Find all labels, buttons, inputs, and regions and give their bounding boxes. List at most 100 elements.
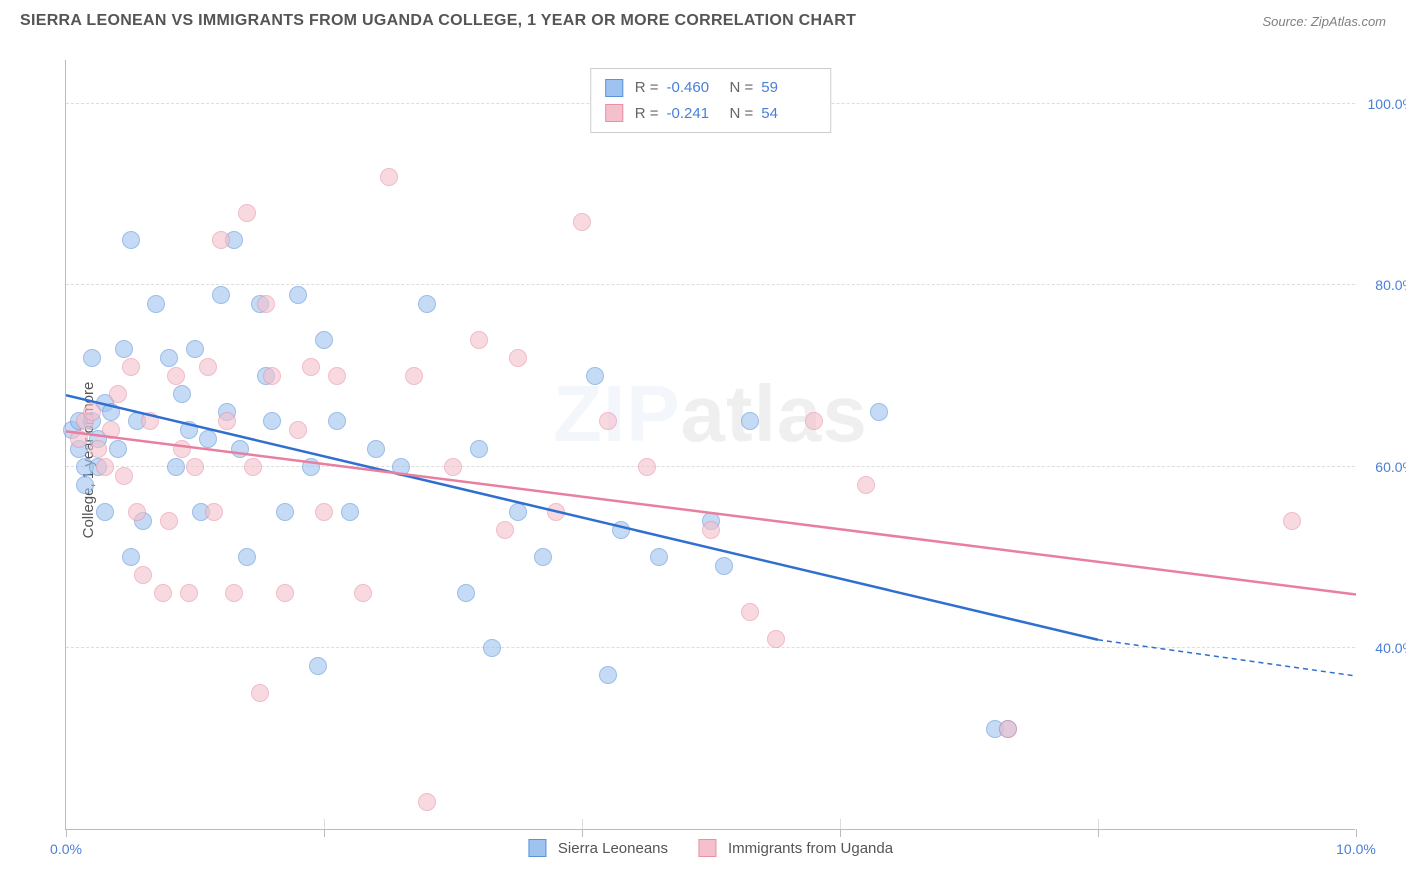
scatter-point <box>367 440 385 458</box>
scatter-point <box>470 440 488 458</box>
legend-swatch <box>528 839 546 857</box>
scatter-point <box>870 403 888 421</box>
n-label: N = <box>730 101 754 127</box>
scatter-point <box>586 367 604 385</box>
scatter-point <box>244 458 262 476</box>
scatter-point <box>141 412 159 430</box>
scatter-point <box>167 367 185 385</box>
scatter-point <box>238 548 256 566</box>
scatter-point <box>599 666 617 684</box>
legend-item: Immigrants from Uganda <box>698 839 893 857</box>
scatter-point <box>173 385 191 403</box>
scatter-point <box>225 584 243 602</box>
bottom-legend: Sierra Leoneans Immigrants from Uganda <box>528 839 893 857</box>
scatter-point <box>741 603 759 621</box>
scatter-point <box>702 521 720 539</box>
scatter-point <box>309 657 327 675</box>
scatter-point <box>315 331 333 349</box>
scatter-point <box>186 340 204 358</box>
scatter-point <box>534 548 552 566</box>
n-value: 59 <box>761 75 816 101</box>
x-tick <box>1356 829 1357 837</box>
stats-row: R = -0.241 N = 54 <box>605 101 817 127</box>
stats-legend: R = -0.460 N = 59R = -0.241 N = 54 <box>590 68 832 133</box>
r-label: R = <box>635 101 659 127</box>
scatter-point <box>128 503 146 521</box>
scatter-point <box>276 503 294 521</box>
scatter-point <box>102 403 120 421</box>
scatter-point <box>509 349 527 367</box>
y-tick-label: 100.0% <box>1368 96 1406 112</box>
scatter-point <box>302 458 320 476</box>
scatter-point <box>83 403 101 421</box>
scatter-point <box>122 548 140 566</box>
y-tick-label: 80.0% <box>1375 277 1406 293</box>
scatter-point <box>186 458 204 476</box>
scatter-point <box>115 340 133 358</box>
scatter-point <box>180 584 198 602</box>
x-tick <box>840 829 841 837</box>
stats-row: R =-0.460N =59 <box>605 75 817 101</box>
scatter-point <box>199 358 217 376</box>
scatter-point <box>547 503 565 521</box>
legend-swatch <box>698 839 716 857</box>
gridline-vertical <box>1098 819 1099 829</box>
x-tick <box>1098 829 1099 837</box>
scatter-point <box>115 467 133 485</box>
scatter-point <box>418 295 436 313</box>
scatter-point <box>102 421 120 439</box>
scatter-point <box>218 412 236 430</box>
scatter-point <box>257 295 275 313</box>
scatter-point <box>805 412 823 430</box>
legend-label: Sierra Leoneans <box>558 840 668 857</box>
scatter-point <box>767 630 785 648</box>
scatter-point <box>418 793 436 811</box>
scatter-point <box>122 231 140 249</box>
x-tick <box>324 829 325 837</box>
scatter-point <box>612 521 630 539</box>
scatter-point <box>109 440 127 458</box>
r-value: -0.460 <box>667 75 722 101</box>
scatter-point <box>276 584 294 602</box>
scatter-point <box>154 584 172 602</box>
scatter-point <box>263 367 281 385</box>
scatter-point <box>199 430 217 448</box>
scatter-point <box>1283 512 1301 530</box>
scatter-point <box>302 358 320 376</box>
scatter-point <box>205 503 223 521</box>
scatter-point <box>999 720 1017 738</box>
scatter-point <box>857 476 875 494</box>
gridline-vertical <box>324 819 325 829</box>
x-tick <box>582 829 583 837</box>
chart-title: SIERRA LEONEAN VS IMMIGRANTS FROM UGANDA… <box>20 12 856 30</box>
trend-lines <box>66 60 1356 830</box>
scatter-point <box>392 458 410 476</box>
scatter-point <box>83 349 101 367</box>
scatter-point <box>341 503 359 521</box>
legend-swatch <box>605 104 623 122</box>
scatter-point <box>354 584 372 602</box>
legend-label: Immigrants from Uganda <box>728 840 893 857</box>
gridline-vertical <box>582 819 583 829</box>
scatter-point <box>238 204 256 222</box>
plot-area: ZIPatlas 40.0%60.0%80.0%100.0%0.0%10.0%R… <box>65 60 1355 830</box>
scatter-point <box>173 440 191 458</box>
scatter-point <box>315 503 333 521</box>
y-tick-label: 40.0% <box>1375 640 1406 656</box>
scatter-point <box>160 512 178 530</box>
scatter-point <box>444 458 462 476</box>
y-tick-label: 60.0% <box>1375 459 1406 475</box>
n-label: N = <box>730 75 754 101</box>
scatter-point <box>457 584 475 602</box>
scatter-point <box>483 639 501 657</box>
gridline-horizontal <box>66 647 1355 648</box>
scatter-point <box>70 430 88 448</box>
scatter-point <box>89 440 107 458</box>
n-value: 54 <box>761 101 816 127</box>
scatter-point <box>638 458 656 476</box>
scatter-point <box>599 412 617 430</box>
scatter-point <box>160 349 178 367</box>
scatter-point <box>134 566 152 584</box>
scatter-point <box>715 557 733 575</box>
r-value: -0.241 <box>667 101 722 127</box>
